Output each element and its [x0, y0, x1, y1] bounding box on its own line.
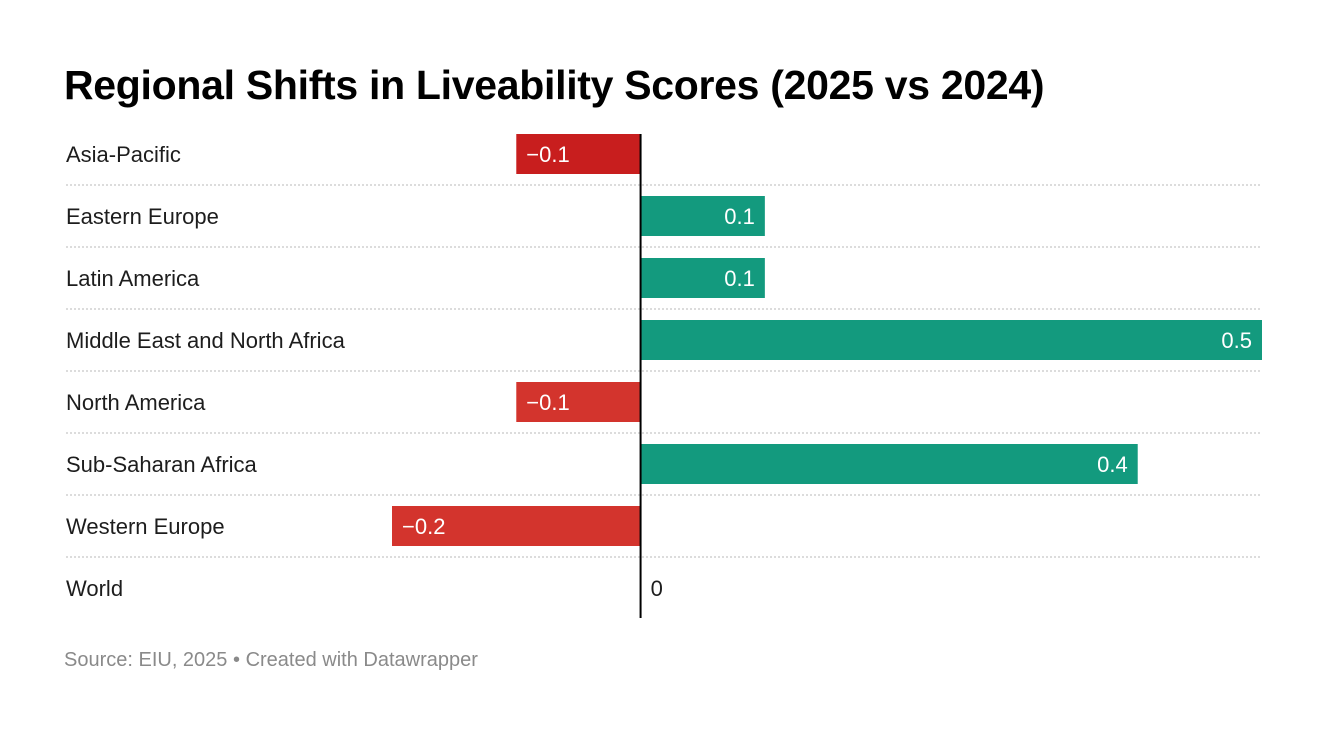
bars [392, 134, 1262, 546]
bar[interactable] [640, 320, 1262, 360]
value-labels: −0.1 0.1 0.1 0.5 −0.1 0.4 −0.2 0 [402, 142, 1252, 601]
bar[interactable] [640, 196, 765, 236]
category-label: Latin America [66, 266, 200, 291]
category-label: Asia-Pacific [66, 142, 181, 167]
category-label: World [66, 576, 123, 601]
row-separators [66, 184, 1262, 558]
category-label: Western Europe [66, 514, 225, 539]
bar[interactable] [516, 382, 641, 422]
bar-chart: Asia-Pacific Eastern Europe Latin America M… [66, 134, 1262, 618]
value-label: −0.1 [526, 390, 569, 415]
value-label: 0.1 [724, 204, 755, 229]
value-label: 0 [651, 576, 663, 601]
chart-footer: Source: EIU, 2025 • Created with Datawra… [64, 649, 478, 672]
bar[interactable] [640, 444, 1138, 484]
separator-dot: • [233, 649, 241, 671]
bar[interactable] [516, 134, 641, 174]
source-note: Source: EIU, 2025 [64, 649, 228, 671]
value-label: 0.1 [724, 266, 755, 291]
value-label: 0.4 [1097, 452, 1128, 477]
bar[interactable] [640, 258, 765, 298]
category-label: Sub-Saharan Africa [66, 452, 258, 477]
category-label: North America [66, 390, 206, 415]
value-label: 0.5 [1221, 328, 1252, 353]
value-label: −0.2 [402, 514, 445, 539]
bar[interactable] [392, 506, 641, 546]
value-label: −0.1 [526, 142, 569, 167]
credit-link[interactable]: Created with Datawrapper [245, 649, 478, 671]
category-labels: Asia-Pacific Eastern Europe Latin America M… [66, 142, 346, 601]
chart-title: Regional Shifts in Liveability Scores (2… [64, 62, 1045, 108]
category-label: Middle East and North Africa [66, 328, 346, 353]
category-label: Eastern Europe [66, 204, 219, 229]
